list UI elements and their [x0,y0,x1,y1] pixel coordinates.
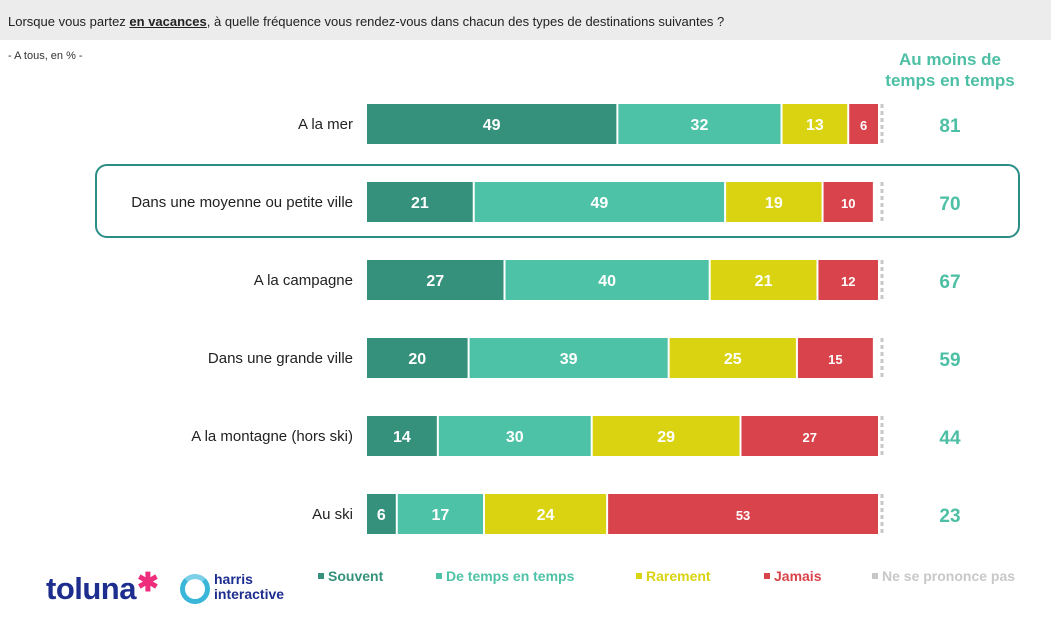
summary-header: Au moins de temps en temps [880,49,1020,91]
data-label-rarement-a-la-montagne-hors-ski: 29 [657,429,675,446]
category-label-dans-une-moyenne-ou-petite-ville: Dans une moyenne ou petite ville [131,194,353,211]
data-label-jamais-dans-une-moyenne-ou-petite-ville: 10 [841,196,855,211]
data-label-souvent-a-la-mer: 49 [483,117,501,134]
legend-label-rarement: Rarement [646,568,711,584]
bar-rarement-a-la-montagne-hors-ski [592,416,740,456]
legend-swatch-rarement [636,573,642,579]
question-text: Lorsque vous partez en vacances, à quell… [8,14,725,29]
summary-header-line2: temps en temps [885,71,1015,90]
bar-rarement-a-la-campagne [710,260,817,300]
data-label-de-temps-en-temps-a-la-mer: 32 [691,117,709,134]
question-emphasis: en vacances [129,14,207,29]
category-label-dans-une-grande-ville: Dans une grande ville [208,350,353,367]
data-label-de-temps-en-temps-au-ski: 17 [431,507,449,524]
bar-souvent-dans-une-moyenne-ou-petite-ville [367,182,473,222]
legend-item-ne-se-prononce-pas: Ne se prononce pas [872,568,1015,584]
bar-souvent-au-ski [367,494,396,534]
base-note: - A tous, en % - [8,50,83,62]
bar-jamais-au-ski [608,494,878,534]
data-label-jamais-a-la-mer: 6 [860,118,867,133]
summary-value-au-ski: 23 [939,506,960,527]
legend-label-ne-se-prononce-pas: Ne se prononce pas [882,568,1016,584]
bar-de-temps-en-temps-dans-une-grande-ville [469,338,668,378]
data-label-de-temps-en-temps-a-la-campagne: 40 [598,273,616,290]
data-label-jamais-a-la-montagne-hors-ski: 27 [803,430,817,445]
data-label-de-temps-en-temps-dans-une-grande-ville: 39 [560,351,578,368]
data-label-rarement-a-la-campagne: 21 [755,273,773,290]
category-label-a-la-montagne-hors-ski: A la montagne (hors ski) [191,428,353,445]
data-label-de-temps-en-temps-dans-une-moyenne-ou-petite-ville: 49 [591,195,609,212]
summary-header-line1: Au moins de [898,50,1001,69]
summary-value-dans-une-grande-ville: 59 [939,350,960,371]
question-bar [0,0,1051,40]
bar-de-temps-en-temps-dans-une-moyenne-ou-petite-ville [474,182,725,222]
data-label-jamais-a-la-campagne: 12 [841,274,855,289]
bar-de-temps-en-temps-au-ski [397,494,483,534]
highlight-box [95,164,1020,238]
category-label-a-la-campagne: A la campagne [254,272,353,289]
legend-label-souvent: Souvent [328,568,384,584]
legend-swatch-ne-se-prononce-pas [872,573,878,579]
legend-swatch-de-temps-en-temps [436,573,442,579]
bar-rarement-au-ski [484,494,607,534]
data-label-rarement-dans-une-moyenne-ou-petite-ville: 19 [765,195,783,212]
bar-souvent-a-la-mer [367,104,617,144]
summary-value-a-la-mer: 81 [939,116,961,137]
bar-de-temps-en-temps-a-la-mer [618,104,781,144]
data-label-de-temps-en-temps-a-la-montagne-hors-ski: 30 [506,429,524,446]
data-label-rarement-au-ski: 24 [537,507,555,524]
bar-souvent-a-la-montagne-hors-ski [367,416,437,456]
data-label-jamais-au-ski: 53 [736,508,750,523]
category-label-a-la-mer: A la mer [298,116,353,133]
legend-item-rarement: Rarement [636,568,711,584]
legend-label-jamais: Jamais [774,568,822,584]
legend-item-jamais: Jamais [764,568,821,584]
data-label-souvent-a-la-montagne-hors-ski: 14 [393,429,411,446]
bar-jamais-dans-une-moyenne-ou-petite-ville [823,182,873,222]
bar-rarement-dans-une-moyenne-ou-petite-ville [726,182,822,222]
data-label-souvent-a-la-campagne: 27 [426,273,444,290]
data-label-rarement-a-la-mer: 13 [806,117,824,134]
data-label-jamais-dans-une-grande-ville: 15 [828,352,842,367]
stacked-bar-chart: A la mer 49 32 13 6 81 Dans une moyenne ou pet… [131,104,961,534]
bar-jamais-dans-une-grande-ville [797,338,873,378]
data-label-souvent-dans-une-grande-ville: 20 [408,351,426,368]
legend-swatch-souvent [318,573,324,579]
bar-jamais-a-la-mer [849,104,878,144]
toluna-logo: toluna✱ [46,567,159,606]
bar-souvent-dans-une-grande-ville [367,338,468,378]
bar-rarement-a-la-mer [782,104,848,144]
legend-label-de-temps-en-temps: De temps en temps [446,568,575,584]
bar-souvent-a-la-campagne [367,260,504,300]
summary-value-a-la-campagne: 67 [939,272,960,293]
data-label-souvent-au-ski: 6 [377,507,386,524]
asterisk-icon: ✱ [137,567,159,597]
bar-de-temps-en-temps-a-la-montagne-hors-ski [438,416,591,456]
bar-rarement-dans-une-grande-ville [669,338,796,378]
harris-ring-icon [180,574,210,604]
bar-jamais-a-la-campagne [818,260,878,300]
harris-interactive-logo: harris interactive [214,571,285,602]
summary-value-a-la-montagne-hors-ski: 44 [939,428,961,449]
summary-value-dans-une-moyenne-ou-petite-ville: 70 [939,194,960,215]
data-label-rarement-dans-une-grande-ville: 25 [724,351,742,368]
legend-swatch-jamais [764,573,770,579]
bar-de-temps-en-temps-a-la-campagne [505,260,709,300]
legend-item-souvent: Souvent [318,568,383,584]
data-label-souvent-dans-une-moyenne-ou-petite-ville: 21 [411,195,429,212]
bar-jamais-a-la-montagne-hors-ski [741,416,878,456]
category-label-au-ski: Au ski [312,506,353,523]
legend-item-de-temps-en-temps: De temps en temps [436,568,574,584]
